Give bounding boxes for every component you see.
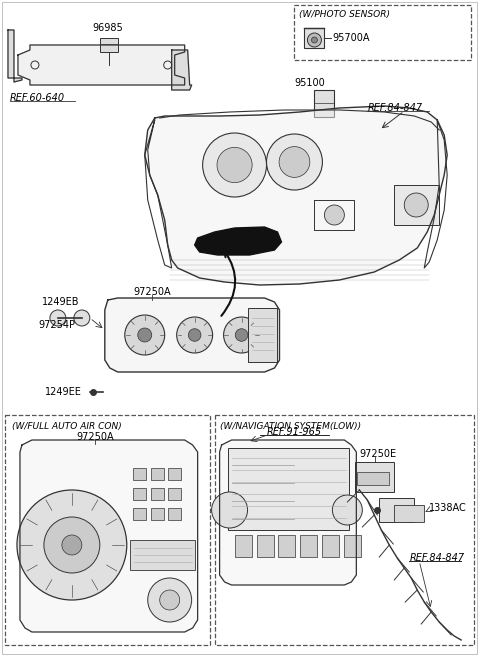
Circle shape (324, 205, 344, 225)
Polygon shape (105, 298, 279, 372)
Bar (235, 535, 252, 557)
Bar (248, 308, 277, 362)
Circle shape (177, 317, 213, 353)
Text: 1338AC: 1338AC (429, 503, 467, 513)
Text: (W/FULL AUTO AIR CON): (W/FULL AUTO AIR CON) (12, 422, 122, 432)
Circle shape (50, 310, 66, 326)
Bar (357, 472, 389, 485)
Text: 1249EE: 1249EE (45, 387, 82, 397)
Bar (151, 488, 164, 500)
Text: (W/NAVIGATION SYSTEM(LOW)): (W/NAVIGATION SYSTEM(LOW)) (219, 422, 361, 432)
Bar (168, 488, 180, 500)
Polygon shape (20, 440, 198, 632)
Bar (294, 5, 471, 60)
Bar (133, 468, 146, 480)
Bar (394, 185, 439, 225)
Bar (300, 535, 317, 557)
Circle shape (224, 317, 260, 353)
Polygon shape (18, 45, 185, 85)
Bar (256, 535, 274, 557)
Bar (215, 415, 474, 645)
Text: REF.60-640: REF.60-640 (10, 93, 65, 103)
Bar (133, 508, 146, 520)
Text: 97254P: 97254P (38, 320, 75, 330)
Bar (355, 462, 394, 492)
Bar (168, 508, 180, 520)
Bar (278, 535, 296, 557)
Bar (314, 90, 335, 117)
Bar (151, 508, 164, 520)
Circle shape (188, 329, 201, 341)
Text: 1249EB: 1249EB (42, 297, 79, 307)
Circle shape (148, 578, 192, 622)
Text: 97250E: 97250E (360, 449, 396, 459)
Bar (168, 468, 180, 480)
Circle shape (125, 315, 165, 355)
Text: 97250A: 97250A (133, 287, 170, 297)
Circle shape (17, 490, 127, 600)
Circle shape (279, 146, 310, 177)
Circle shape (138, 328, 152, 342)
Bar (304, 28, 324, 48)
Circle shape (404, 193, 428, 217)
Circle shape (307, 33, 322, 47)
Text: 95100: 95100 (294, 78, 325, 88)
Text: REF.84-847: REF.84-847 (367, 103, 422, 113)
Circle shape (332, 495, 362, 525)
Bar (344, 535, 361, 557)
Polygon shape (145, 106, 447, 285)
Circle shape (217, 148, 252, 182)
Text: 96985: 96985 (93, 23, 123, 33)
Bar (5, 415, 210, 645)
Polygon shape (195, 227, 281, 255)
Text: 97250A: 97250A (76, 432, 114, 442)
Bar (133, 488, 146, 500)
Polygon shape (219, 440, 356, 585)
Circle shape (203, 133, 266, 197)
Text: REF.91-965: REF.91-965 (267, 427, 322, 437)
Circle shape (62, 535, 82, 555)
Circle shape (74, 310, 90, 326)
Text: (W/PHOTO SENSOR): (W/PHOTO SENSOR) (300, 10, 390, 20)
Circle shape (44, 517, 100, 573)
Polygon shape (8, 30, 22, 82)
Bar (100, 38, 118, 52)
Bar (394, 505, 424, 522)
Circle shape (312, 37, 317, 43)
Circle shape (212, 492, 248, 528)
Polygon shape (172, 50, 192, 90)
Circle shape (266, 134, 323, 190)
Bar (323, 535, 339, 557)
Bar (130, 540, 195, 570)
Bar (379, 498, 414, 522)
Bar (228, 448, 349, 530)
Bar (151, 468, 164, 480)
Text: REF.84-847: REF.84-847 (409, 553, 464, 563)
Circle shape (160, 590, 180, 610)
Circle shape (235, 329, 248, 341)
Text: 95700A: 95700A (332, 33, 370, 43)
